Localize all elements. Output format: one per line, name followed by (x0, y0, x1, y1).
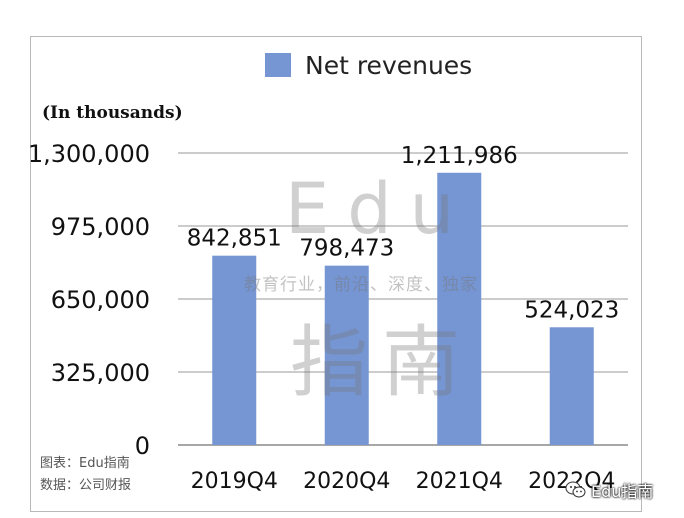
y-tick-label: 0 (135, 432, 150, 460)
data-credit: 数据：公司财报 (40, 478, 132, 493)
y-tick-label: 325,000 (51, 359, 150, 387)
data-label: 798,473 (299, 236, 394, 262)
watermark-edu: Edu (285, 168, 473, 250)
chart-credit: 图表：Edu指南 (40, 456, 130, 471)
y-tick-label: 650,000 (51, 286, 150, 314)
data-label: 1,211,986 (401, 143, 518, 169)
data-label: 842,851 (187, 226, 282, 252)
x-tick-label: 2021Q4 (416, 469, 503, 494)
legend: Net revenues (265, 50, 472, 80)
x-tick-label: 2019Q4 (191, 469, 278, 494)
bar (324, 265, 369, 445)
y-tick-label: 975,000 (51, 213, 150, 241)
watermark-tagline: 教育行业，前沿、深度、独家 (244, 275, 478, 295)
wechat-badge: Edu指南 (565, 478, 653, 502)
y-tick-label: 1,300,000 (28, 140, 150, 168)
bar (212, 255, 257, 445)
wechat-label: Edu指南 (591, 482, 654, 501)
legend-swatch (265, 53, 291, 77)
wechat-icon (565, 481, 587, 499)
unit-label: (In thousands) (42, 103, 183, 123)
x-tick-label: 2020Q4 (303, 469, 390, 494)
bar (437, 172, 482, 446)
bar (549, 327, 594, 445)
data-label: 524,023 (524, 297, 619, 323)
watermark-cn: 指南 (290, 318, 475, 408)
legend-label: Net revenues (305, 50, 473, 80)
